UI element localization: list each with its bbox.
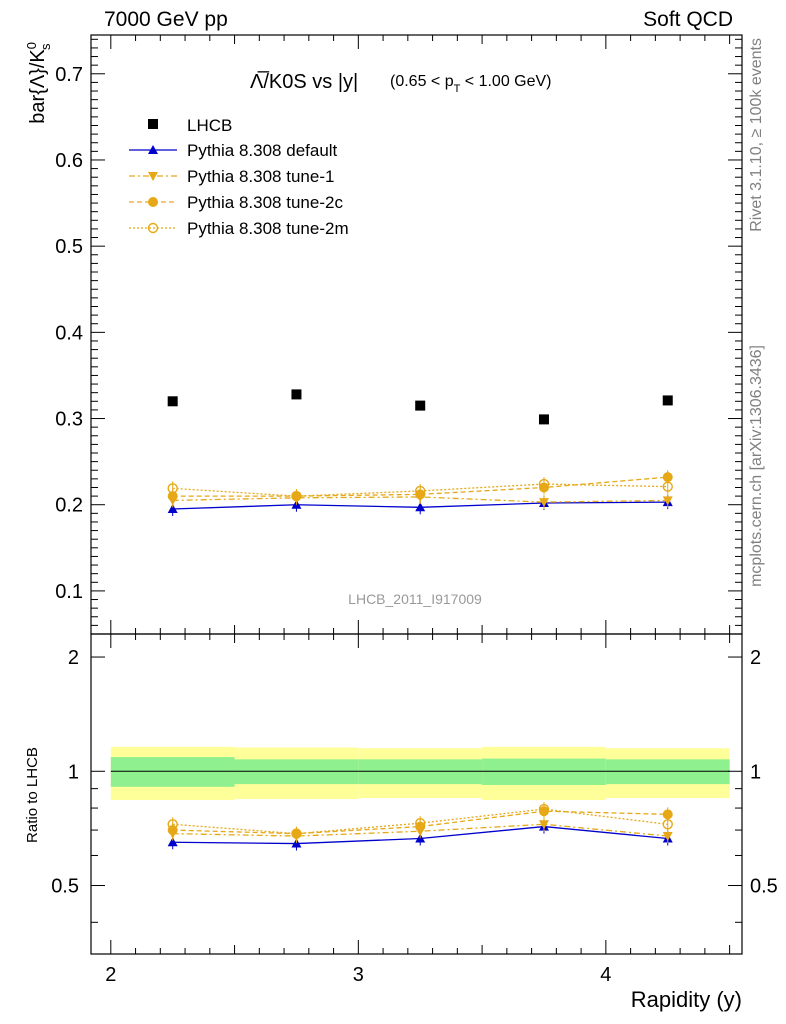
y-tick-label: 0.6 bbox=[55, 150, 83, 172]
data-point bbox=[167, 483, 178, 494]
chart-texts: Λ̅/K0S vs |y| (0.65 < pT < 1.00 GeV) LHCB_… bbox=[24, 38, 765, 1012]
reference-point bbox=[167, 396, 178, 407]
ratio-band-inner bbox=[110, 757, 235, 787]
ratio-data-point bbox=[538, 803, 550, 815]
y-axis-label: bar{Λ}/K0s bbox=[24, 42, 53, 124]
y-tick-label: 0.5 bbox=[55, 236, 83, 258]
series-line-3 bbox=[172, 483, 668, 497]
x-tick-label: 4 bbox=[600, 964, 611, 986]
x-axis-label: Rapidity (y) bbox=[631, 987, 742, 1012]
ratio-y-axis-label: Ratio to LHCB bbox=[24, 747, 41, 843]
ratio-data-point bbox=[167, 837, 178, 847]
legend-label: Pythia 8.308 tune-2m bbox=[187, 219, 349, 238]
data-point bbox=[538, 498, 549, 508]
y-tick-label: 0.3 bbox=[55, 409, 83, 431]
reference-point bbox=[415, 400, 426, 411]
data-point bbox=[662, 481, 673, 492]
y-tick-label: 0.7 bbox=[55, 64, 83, 86]
legend-marker bbox=[148, 145, 158, 154]
chart-subtitle-tail: < 1.00 GeV) bbox=[460, 73, 551, 90]
ratio-y-tick-label-left: 0.5 bbox=[51, 876, 79, 898]
ratio-y-tick-label-right: 2 bbox=[750, 647, 761, 669]
data-point bbox=[662, 496, 673, 506]
reference-point bbox=[662, 395, 673, 406]
axis-ticks: 0.1 0.2 0.3 0.4 0.5 0.6 0.7 0.5 0.5 1 1 2 2 2 3 4 bbox=[51, 35, 778, 986]
ratio-data-point bbox=[662, 809, 673, 820]
ratio-y-tick-label-left: 2 bbox=[68, 647, 79, 669]
plot-frames bbox=[90, 34, 743, 955]
reference-point bbox=[538, 414, 549, 425]
chart-subtitle-subscript: T bbox=[454, 83, 461, 95]
mcplots-label: mcplots.cern.ch [arXiv:1306.3436] bbox=[748, 345, 765, 587]
y-tick-label: 0.2 bbox=[55, 495, 83, 517]
legend-label: Pythia 8.308 tune-1 bbox=[187, 167, 334, 186]
ratio-series-line-2 bbox=[172, 810, 668, 835]
data-point bbox=[415, 485, 426, 497]
data-point bbox=[167, 491, 178, 502]
y-axis-label-sub: s bbox=[38, 43, 53, 50]
legend: LHCB Pythia 8.308 default Pythia 8.308 tun… bbox=[129, 116, 349, 238]
analysis-label: LHCB_2011_I917009 bbox=[348, 591, 482, 607]
ratio-data-point bbox=[538, 820, 549, 830]
y-axis-label-sup: 0 bbox=[24, 42, 39, 49]
data-point bbox=[662, 472, 673, 483]
y-tick-label: 0.4 bbox=[55, 322, 83, 344]
legend-marker-reference bbox=[148, 119, 158, 129]
legend-marker bbox=[148, 197, 158, 207]
data-point bbox=[167, 504, 178, 514]
legend-marker bbox=[148, 172, 158, 181]
ratio-y-tick-label-left: 1 bbox=[68, 761, 79, 783]
chart-subtitle: (0.65 < pT < 1.00 GeV) bbox=[390, 73, 552, 95]
reference-point bbox=[291, 389, 302, 400]
data-point bbox=[291, 490, 302, 502]
x-tick-label: 3 bbox=[353, 964, 364, 986]
main-series bbox=[167, 389, 673, 517]
ratio-data-point bbox=[415, 817, 426, 829]
ratio-bands bbox=[110, 746, 730, 801]
ratio-data-point bbox=[291, 828, 302, 839]
legend-label: Pythia 8.308 tune-2c bbox=[187, 193, 343, 212]
series-line-2 bbox=[172, 476, 668, 497]
ratio-y-tick-label-right: 1 bbox=[750, 761, 761, 783]
legend-label-reference: LHCB bbox=[187, 116, 232, 135]
ratio-y-tick-label-right: 0.5 bbox=[750, 876, 778, 898]
ratio-data-point bbox=[662, 819, 673, 830]
x-tick-label: 2 bbox=[105, 964, 116, 986]
ratio-data-point bbox=[662, 832, 673, 842]
data-point bbox=[415, 502, 426, 512]
ratio-data-point bbox=[167, 819, 178, 830]
legend-label: Pythia 8.308 default bbox=[187, 141, 338, 160]
chart-title: Λ̅/K0S vs |y| bbox=[250, 70, 358, 93]
header-left: 7000 GeV pp bbox=[104, 8, 228, 31]
rivet-label: Rivet 3.1.10, ≥ 100k events bbox=[748, 38, 765, 232]
ratio-series bbox=[167, 802, 673, 851]
data-point bbox=[538, 478, 550, 490]
ratio-plot-frame bbox=[90, 633, 743, 955]
legend-marker bbox=[147, 222, 159, 234]
y-tick-label: 0.1 bbox=[55, 581, 83, 603]
ratio-band-inner bbox=[482, 758, 606, 786]
header-right: Soft QCD bbox=[643, 8, 733, 31]
